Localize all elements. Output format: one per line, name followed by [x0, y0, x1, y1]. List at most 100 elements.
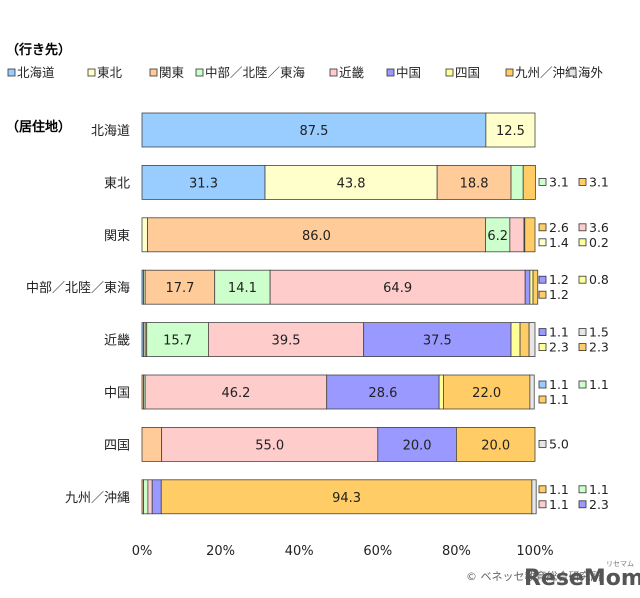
bar-segment: [519, 322, 530, 358]
bar-data-label: 20.0: [481, 438, 510, 453]
side-labels: 3.1 3.12.6 3.61.4 0.21.2 0.81.21.1 1.52.3 2.31…: [538, 174, 609, 512]
bar-data-label: 46.2: [221, 386, 250, 401]
bar-segment: [143, 479, 149, 515]
side-label-value: 1.2: [549, 287, 569, 302]
x-tick-label: 0%: [132, 544, 153, 559]
bar-segment: [214, 269, 271, 305]
side-label-swatch: [538, 485, 547, 494]
bar-data-label: 94.3: [332, 491, 361, 506]
side-label-swatch: [578, 238, 587, 247]
bar-data-label: 17.7: [165, 281, 194, 296]
bar-segment: [363, 322, 512, 358]
bar-segment: [160, 479, 533, 515]
bar-data-label: 15.7: [163, 334, 192, 349]
bar-segment: [269, 269, 526, 305]
side-label-swatch: [578, 275, 587, 284]
bar-segment: [524, 269, 531, 305]
side-label-swatch: [538, 275, 547, 284]
side-label-swatch: [578, 343, 587, 352]
legend-swatch: [329, 68, 338, 77]
bar-segment: [326, 374, 440, 410]
category-label: 中部／北陸／東海: [26, 280, 130, 296]
legend-label: 海外: [578, 65, 604, 80]
bar-data-label: 22.0: [472, 386, 501, 401]
x-tick-label: 100%: [516, 544, 553, 559]
bar-segment: [522, 164, 536, 200]
bar-segment: [531, 479, 537, 515]
legend-label: 四国: [455, 65, 480, 80]
bar-data-label: 18.8: [460, 176, 489, 191]
bar-segment: [524, 217, 536, 253]
side-label-swatch: [538, 343, 547, 352]
bar-segment: [529, 269, 534, 305]
category-label: 関東: [104, 228, 130, 244]
bar-segment: [141, 426, 163, 462]
category-label: 九州／沖縄: [65, 491, 130, 506]
side-label-value: 1.5: [589, 325, 609, 340]
bar-data-label: 28.6: [368, 386, 397, 401]
bar-segment: [151, 479, 162, 515]
watermark: © ベネッセ教育総合研究所 ReseMom リセマム: [466, 560, 640, 591]
side-label-value: 1.1: [549, 482, 569, 497]
bar-segment: [144, 374, 328, 410]
bar-data-label: 12.5: [496, 124, 525, 139]
bar-segment: [436, 164, 512, 200]
side-label-value: 1.2: [549, 272, 569, 287]
legend-label: 北海道: [17, 65, 55, 80]
side-label-swatch: [538, 380, 547, 389]
bar-data-label: 87.5: [299, 124, 328, 139]
bar-segment: [141, 217, 148, 253]
bar-data-label: 6.2: [487, 229, 508, 244]
side-label-swatch: [538, 238, 547, 247]
side-label-value: 3.1: [589, 174, 609, 189]
bars: [141, 112, 539, 515]
legend-swatch: [505, 68, 514, 77]
x-axis: 0% 20% 40% 60% 80% 100%: [132, 544, 554, 559]
side-label-swatch: [578, 380, 587, 389]
legend-label: 中国: [396, 65, 421, 80]
side-label-value: 3.1: [549, 174, 569, 189]
legend-swatch: [7, 68, 16, 77]
bar-data-label: 39.5: [272, 334, 301, 349]
side-label-swatch: [538, 500, 547, 509]
side-label-swatch: [538, 290, 547, 299]
category-label: 北海道: [91, 124, 130, 139]
side-label-value: 2.3: [589, 497, 609, 512]
bar-segment: [455, 426, 536, 462]
bar-data-labels: 87.5 12.5 31.3 43.8 18.8 86.0 6.2 17.7 14.1 64.9 1…: [163, 124, 525, 506]
bar-data-label: 43.8: [337, 176, 366, 191]
legend-label: 九州／沖縄: [515, 65, 578, 80]
bar-segment: [438, 374, 444, 410]
legend: 北海道 東北 関東 中部／北陸／東海 近畿 中国 四国 九州／沖縄 海外: [7, 65, 604, 80]
bar-segment: [529, 374, 535, 410]
side-label-value: 2.3: [549, 340, 569, 355]
x-tick-label: 60%: [363, 544, 392, 559]
x-tick-label: 20%: [206, 544, 235, 559]
bar-segment: [510, 322, 521, 358]
bar-segment: [485, 112, 536, 148]
bar-data-label: 86.0: [302, 229, 331, 244]
bar-segment: [147, 217, 486, 253]
side-label-value: 1.1: [589, 377, 609, 392]
side-label-value: 0.8: [589, 272, 609, 287]
bar-data-label: 55.0: [255, 438, 284, 453]
side-label-swatch: [578, 500, 587, 509]
side-label-value: 1.1: [549, 377, 569, 392]
bar-segment: [141, 112, 487, 148]
bar-segment: [208, 322, 365, 358]
side-label-swatch: [578, 177, 587, 186]
side-label-swatch: [578, 223, 587, 232]
side-label-value: 0.2: [589, 235, 609, 250]
bar-data-label: 20.0: [403, 438, 432, 453]
bar-segment: [509, 217, 525, 253]
side-label-swatch: [538, 177, 547, 186]
x-tick-label: 40%: [285, 544, 314, 559]
bar-segment: [528, 322, 536, 358]
side-label-value: 2.3: [589, 340, 609, 355]
side-label-value: 2.6: [549, 220, 569, 235]
category-label: 近畿: [104, 334, 130, 349]
side-label-swatch: [578, 485, 587, 494]
side-label-swatch: [538, 439, 547, 448]
